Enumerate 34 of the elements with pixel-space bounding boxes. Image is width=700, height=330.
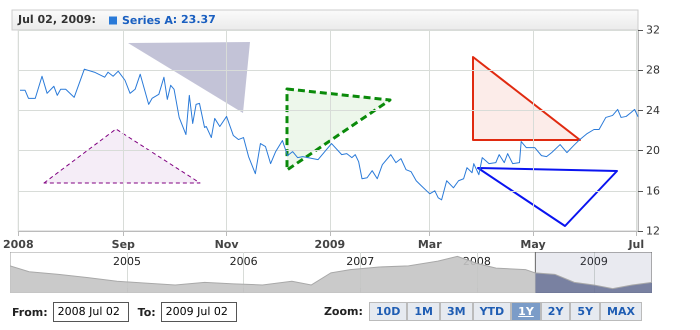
text: To: <box>138 306 156 318</box>
y-tick-label: 12 <box>646 224 660 238</box>
zoom-button[interactable]: 5Y <box>570 302 600 321</box>
x-tick-label: 2007 <box>346 255 374 268</box>
y-tick-label: 32 <box>646 24 660 36</box>
zoom-button[interactable]: 10D <box>368 302 408 321</box>
zoom-button[interactable]: MAX <box>600 302 642 321</box>
x-tick-label: 2009 <box>314 238 346 251</box>
y-tick-label: 24 <box>646 104 660 117</box>
text: : 23.37 <box>172 13 216 26</box>
x-tick-label: Jul <box>627 238 644 251</box>
zoom-button[interactable]: 1Y <box>511 302 541 321</box>
x-tick-label: Sep <box>112 238 136 251</box>
zoom-button[interactable]: YTD <box>472 302 512 321</box>
x-tick-label: 2009 <box>580 255 608 268</box>
date-field[interactable]: 2009 Jul 02 <box>160 302 237 322</box>
text: From: <box>12 306 48 318</box>
x-tick-label: 2005 <box>112 255 141 268</box>
legend-label: Series A <box>122 14 174 27</box>
y-tick-label: 28 <box>646 64 660 77</box>
x-tick-label: May <box>520 238 546 251</box>
zoom-button[interactable]: 1M <box>407 302 440 321</box>
x-tick-label: Nov <box>214 238 240 251</box>
x-tick-label: 2008 <box>2 238 34 251</box>
text: Zoom: <box>324 305 363 318</box>
y-tick-label: 20 <box>646 144 660 158</box>
zoom-button[interactable]: 3M <box>440 302 473 321</box>
y-tick-label: 16 <box>646 184 660 198</box>
text: Jul 02, 2009: <box>17 13 96 26</box>
date-field[interactable]: 2008 Jul 02 <box>52 302 129 322</box>
line-series <box>20 68 638 200</box>
x-tick-label: Mar <box>418 238 442 251</box>
zoom-button[interactable]: 2Y <box>540 302 570 321</box>
x-tick-label: 2006 <box>230 255 258 268</box>
